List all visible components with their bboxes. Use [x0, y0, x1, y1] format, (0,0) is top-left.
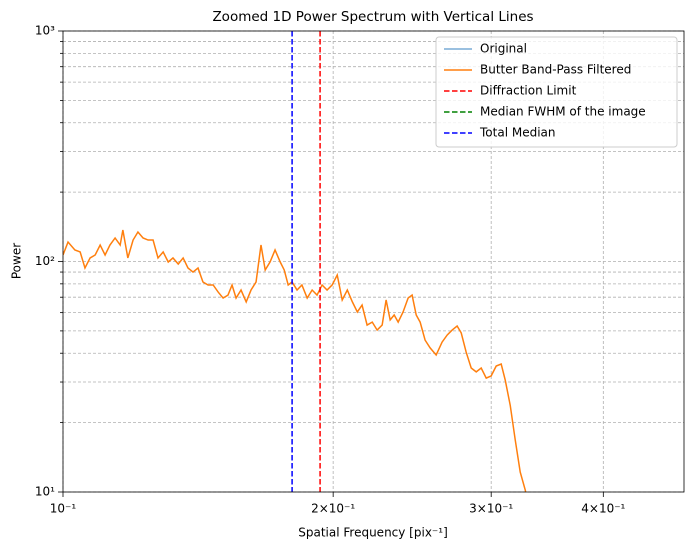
- legend-label: Median FWHM of the image: [480, 105, 646, 119]
- y-tick-label: 10²: [35, 254, 55, 268]
- chart-title: Zoomed 1D Power Spectrum with Vertical L…: [212, 9, 533, 25]
- x-axis-label: Spatial Frequency [pix⁻¹]: [298, 526, 448, 540]
- y-tick-label: 10¹: [35, 485, 55, 499]
- legend-label: Total Median: [479, 126, 556, 140]
- legend-label: Original: [480, 42, 527, 56]
- legend-label: Diffraction Limit: [480, 84, 577, 98]
- x-tick-label: 4×10⁻¹: [581, 502, 625, 516]
- plot-area: [63, 31, 527, 492]
- series-line: [63, 229, 527, 492]
- y-tick-label: 10³: [35, 24, 55, 38]
- legend-label: Butter Band-Pass Filtered: [480, 63, 631, 77]
- legend: Original Butter Band-Pass Filtered Diffrac…: [435, 36, 678, 148]
- axes: 10¹ 10² 10³ 10⁻¹ 2×10⁻¹ 3×10⁻¹ 4×10⁻¹: [35, 24, 626, 516]
- x-tick-label: 2×10⁻¹: [311, 502, 355, 516]
- x-tick-label: 3×10⁻¹: [469, 502, 513, 516]
- x-tick-label: 10⁻¹: [50, 502, 77, 516]
- legend-box: [435, 36, 678, 148]
- y-axis-label: Power: [10, 243, 24, 279]
